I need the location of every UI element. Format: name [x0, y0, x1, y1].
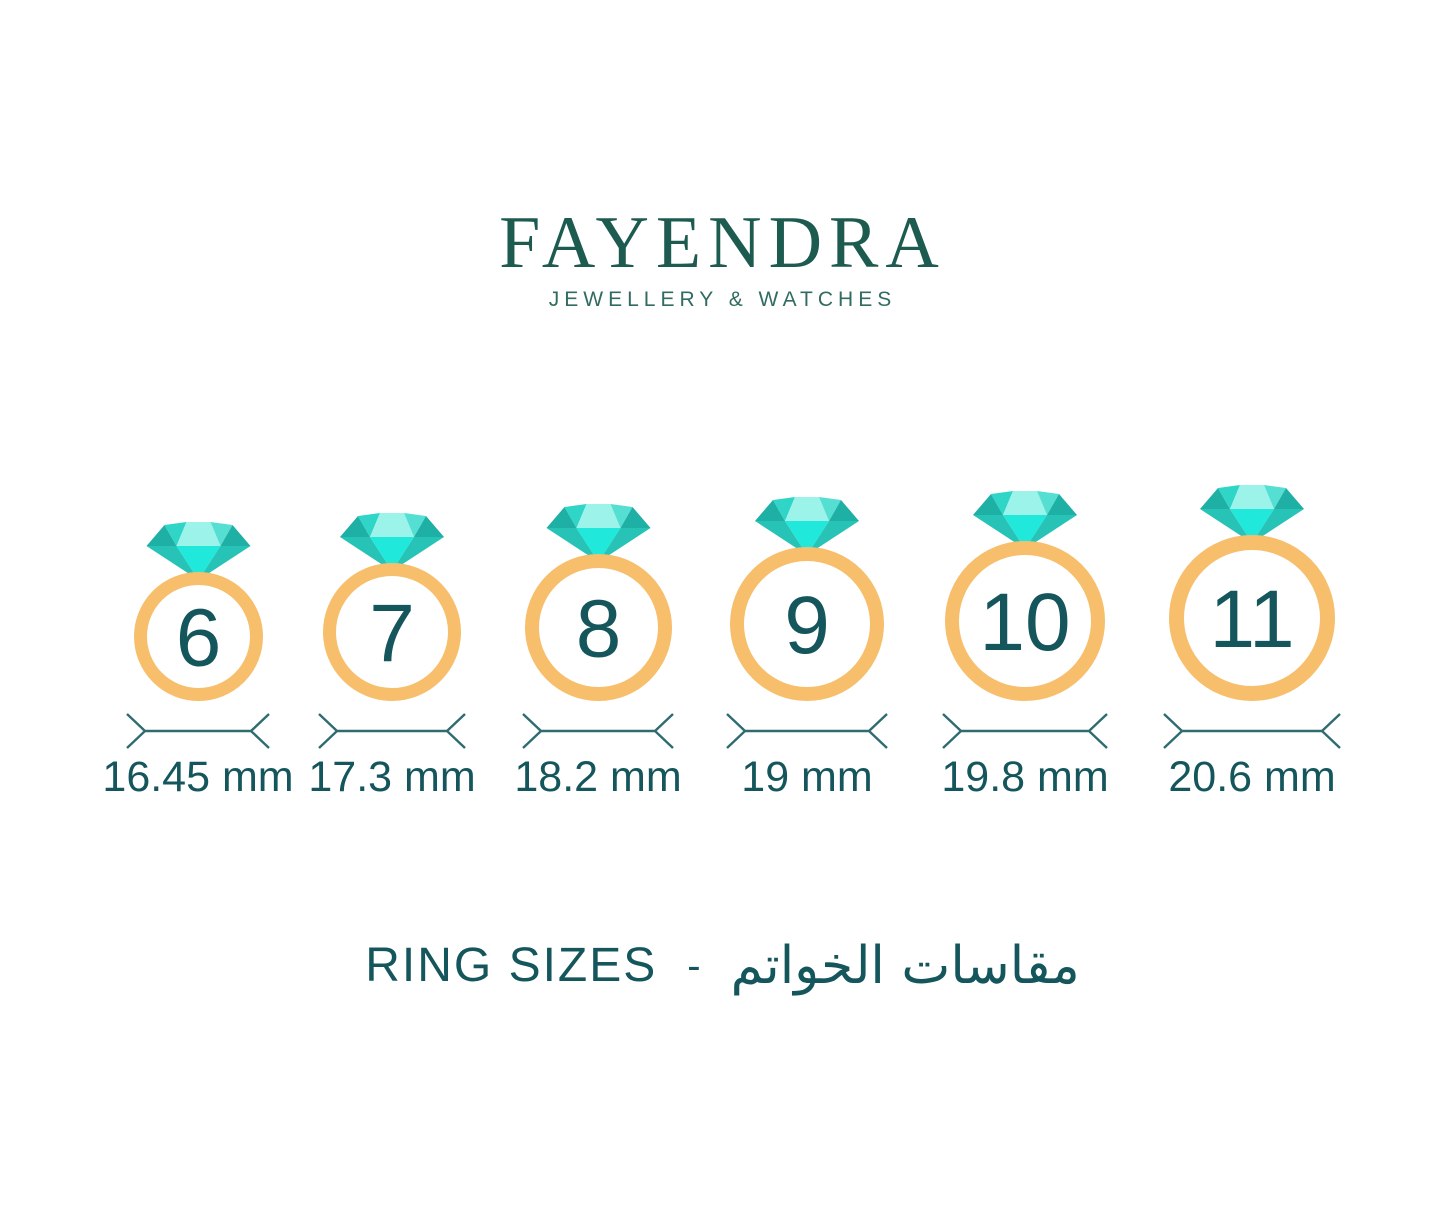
- ring-icon: 7: [323, 513, 461, 702]
- diamond-icon: [340, 513, 444, 572]
- diamond-icon: [146, 522, 250, 581]
- ring-icon: 11: [1169, 485, 1335, 702]
- ring-band: [1169, 535, 1335, 702]
- ring-band: [524, 554, 672, 702]
- rings-row: 6 16.45 mm 7: [0, 481, 1445, 803]
- ring-icon: 8: [524, 504, 672, 702]
- title-arabic: مقاسات الخواتم: [730, 936, 1080, 996]
- diamond-icon: [546, 504, 650, 563]
- diameter-arrow: [942, 713, 1108, 749]
- ring-item-7: 7 17.3 mm: [308, 513, 476, 803]
- ring-item-10: 10 19.8 mm: [941, 491, 1109, 803]
- ring-size-number: 11: [1209, 574, 1294, 665]
- title-english: RING SIZES: [365, 939, 658, 992]
- ring-diameter-label: 18.2 mm: [514, 753, 682, 802]
- ring-icon: 6: [133, 522, 263, 702]
- ring-item-11: 11 20.6 mm: [1162, 485, 1342, 803]
- ring-band: [133, 572, 263, 702]
- diameter-arrow: [726, 713, 888, 749]
- diamond-icon: [973, 491, 1077, 550]
- ring-band: [730, 547, 884, 702]
- ring-size-number: 8: [575, 584, 621, 675]
- brand-tagline: JEWELLERY & WATCHES: [548, 288, 897, 311]
- diamond-icon: [1200, 485, 1304, 544]
- diameter-arrow: [318, 713, 466, 749]
- ring-size-number: 9: [784, 580, 830, 671]
- ring-diameter-label: 20.6 mm: [1168, 753, 1336, 802]
- diameter-arrow: [1163, 713, 1341, 749]
- ring-item-8: 8 18.2 mm: [514, 504, 682, 803]
- brand-logo: FAYENDRA JEWELLERY & WATCHES: [0, 206, 1445, 310]
- page-title: RING SIZES - مقاسات الخواتم: [0, 928, 1445, 1004]
- diameter-arrow: [126, 713, 270, 749]
- ring-size-number: 10: [979, 577, 1070, 668]
- ring-size-number: 7: [369, 588, 415, 679]
- ring-icon: 9: [730, 497, 884, 702]
- ring-band: [945, 541, 1105, 702]
- ring-size-number: 6: [175, 593, 221, 684]
- ring-diameter-label: 16.45 mm: [102, 753, 294, 802]
- diamond-icon: [755, 497, 859, 556]
- brand-name: FAYENDRA: [499, 202, 946, 284]
- ring-diameter-label: 19 mm: [741, 753, 873, 802]
- ring-icon: 10: [945, 491, 1105, 702]
- ring-item-9: 9 19 mm: [725, 497, 889, 803]
- ring-item-6: 6 16.45 mm: [102, 522, 294, 803]
- ring-band: [323, 563, 461, 702]
- diameter-arrow: [522, 713, 674, 749]
- ring-diameter-label: 17.3 mm: [308, 753, 476, 802]
- title-separator: -: [687, 944, 701, 988]
- ring-diameter-label: 19.8 mm: [941, 753, 1109, 802]
